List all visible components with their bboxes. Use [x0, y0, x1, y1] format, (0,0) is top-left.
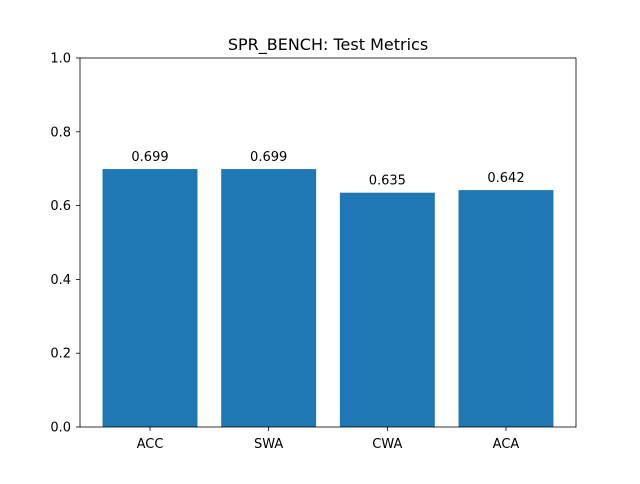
x-tick-label: ACA — [493, 437, 520, 452]
x-tick-label: ACC — [137, 437, 164, 452]
axes-layer — [76, 57, 577, 431]
bar-acc — [102, 169, 198, 427]
x-tick-label: CWA — [372, 437, 402, 452]
bar-aca — [458, 190, 554, 427]
bar-value-label: 0.635 — [369, 174, 406, 189]
labels-layer: 0.699 ACC 0.699 SWA 0.635 CWA 0.642 ACA 0.0 0.2 0.… — [50, 52, 524, 453]
bars-layer — [102, 169, 554, 427]
bar-value-label: 0.699 — [250, 150, 287, 165]
bar-cwa — [339, 192, 435, 427]
bar-value-label: 0.699 — [131, 150, 168, 165]
y-tick-label: 0.0 — [50, 421, 71, 436]
y-tick-label: 0.6 — [50, 199, 71, 214]
y-tick-label: 0.2 — [50, 347, 71, 362]
y-tick-label: 0.8 — [50, 125, 71, 140]
x-tick-label: SWA — [254, 437, 283, 452]
chart-title: SPR_BENCH: Test Metrics — [228, 35, 428, 55]
bar-swa — [221, 169, 317, 427]
plot-frame — [79, 57, 577, 428]
bar-value-label: 0.642 — [487, 171, 524, 186]
y-tick-label: 1.0 — [50, 52, 71, 67]
y-tick-label: 0.4 — [50, 273, 71, 288]
